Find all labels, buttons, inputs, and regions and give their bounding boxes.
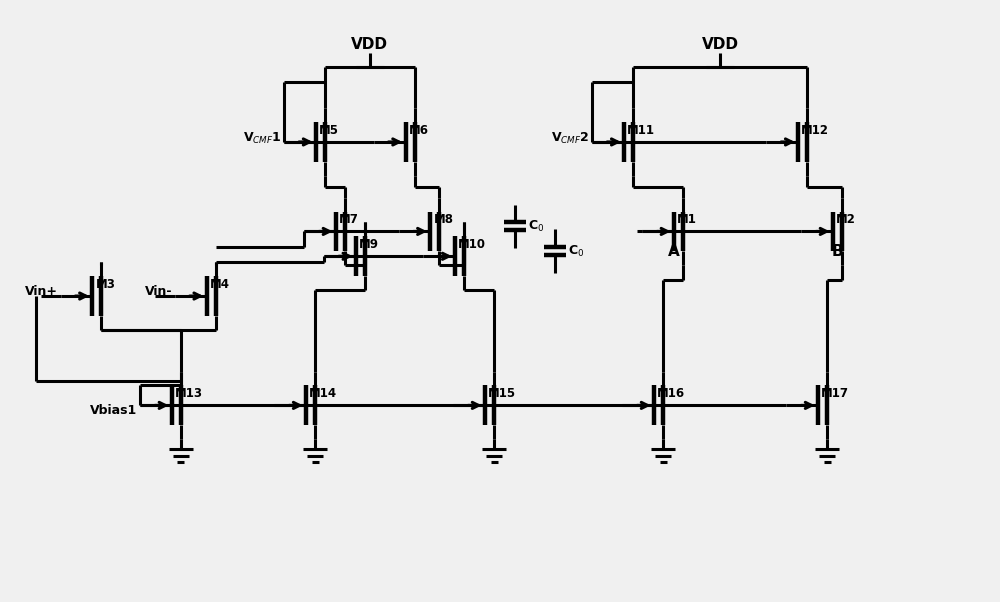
Text: Vin+: Vin+	[25, 285, 58, 297]
Text: M11: M11	[627, 124, 655, 137]
Text: Vbias1: Vbias1	[90, 404, 137, 417]
Text: V$_{CMF}$1: V$_{CMF}$1	[243, 131, 281, 146]
Text: M10: M10	[458, 238, 486, 251]
Text: M6: M6	[409, 124, 429, 137]
Text: M2: M2	[836, 214, 856, 226]
Text: M1: M1	[677, 214, 697, 226]
Text: M8: M8	[433, 214, 453, 226]
Text: A: A	[668, 244, 680, 259]
Text: Vin-: Vin-	[144, 285, 172, 297]
Text: C$_0$: C$_0$	[528, 219, 544, 234]
Text: M14: M14	[309, 388, 337, 400]
Text: M16: M16	[657, 388, 685, 400]
Text: M17: M17	[821, 388, 849, 400]
Text: B: B	[832, 244, 844, 259]
Text: M7: M7	[339, 214, 359, 226]
Text: M3: M3	[95, 278, 115, 291]
Text: M13: M13	[175, 388, 203, 400]
Text: M9: M9	[359, 238, 379, 251]
Text: V$_{CMF}$2: V$_{CMF}$2	[551, 131, 589, 146]
Text: VDD: VDD	[702, 37, 739, 52]
Text: M12: M12	[801, 124, 829, 137]
Text: VDD: VDD	[351, 37, 388, 52]
Text: C$_0$: C$_0$	[568, 244, 584, 259]
Text: M15: M15	[488, 388, 516, 400]
Text: M5: M5	[319, 124, 339, 137]
Text: M4: M4	[210, 278, 230, 291]
